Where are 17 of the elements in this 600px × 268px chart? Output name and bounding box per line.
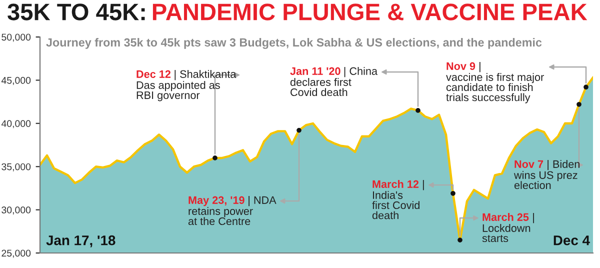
chart-subtitle: Journey from 35k to 45k pts saw 3 Budgets, Lok Sabha & US elections, and the pandemic bbox=[46, 38, 542, 49]
chart-title: 35K TO 45K: PANDEMIC PLUNGE & VACCINE PEAK bbox=[8, 4, 588, 20]
y-tick-label: 25,000 bbox=[2, 250, 31, 258]
y-tick-label: 30,000 bbox=[2, 206, 31, 215]
y-tick-label: 40,000 bbox=[1, 120, 31, 128]
annotation: Jan 11 '20 | China declares first Covid death bbox=[290, 67, 378, 96]
annotation: Dec 12 | Shaktikanta Das appointed as RBI governor bbox=[136, 70, 236, 102]
annotation: May 23, '19 | NDA retains power at the Centre bbox=[188, 196, 276, 226]
y-tick-label: 35,000 bbox=[2, 163, 31, 172]
text: March 12 | India's first Covid death bbox=[372, 180, 424, 220]
y-tick-label: 50,000 bbox=[2, 34, 31, 42]
annotation: March 25 | Lockdown starts bbox=[482, 213, 534, 242]
annotation: Nov 7 | Biden wins US prez election bbox=[514, 160, 580, 190]
annotation: Nov 9 | vaccine is first major candidate to finish trials successfully bbox=[446, 62, 544, 104]
y-tick-label: 45,000 bbox=[1, 76, 31, 85]
annotation: Dec 4 bbox=[554, 236, 590, 246]
annotation: Jan 17, '18 bbox=[46, 235, 116, 248]
